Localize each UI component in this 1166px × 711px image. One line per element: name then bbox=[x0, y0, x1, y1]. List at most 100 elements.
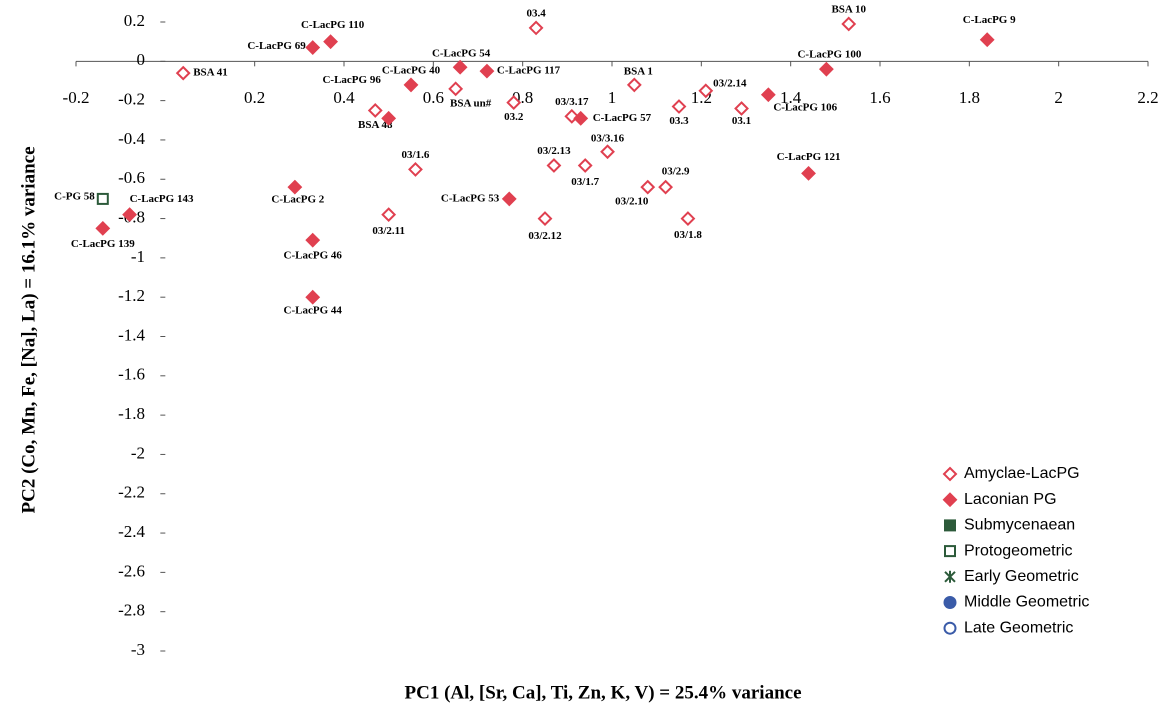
legend-symbol bbox=[942, 466, 958, 482]
point-label: 03/2.11 bbox=[372, 225, 405, 237]
legend-symbol bbox=[944, 519, 956, 532]
point-label: 03/1.6 bbox=[402, 149, 430, 161]
point bbox=[640, 179, 656, 195]
point bbox=[658, 179, 674, 195]
point-label: C-LacPG 57 bbox=[593, 112, 652, 124]
point bbox=[801, 165, 816, 181]
x-tick-label: 0.2 bbox=[244, 88, 265, 107]
point-label: C-LacPG 46 bbox=[284, 250, 343, 262]
point bbox=[537, 211, 553, 226]
y-tick-label: -1.8 bbox=[118, 404, 145, 423]
legend-symbol bbox=[943, 596, 957, 609]
point bbox=[96, 192, 109, 205]
y-tick-label: -2.8 bbox=[118, 601, 145, 620]
y-tick-label: -2 bbox=[131, 443, 145, 462]
x-tick-label: 1 bbox=[608, 88, 617, 107]
point-label: 03/2.10 bbox=[615, 196, 649, 208]
point bbox=[452, 59, 468, 75]
point-label: BSA 48 bbox=[358, 119, 393, 131]
legend-symbol bbox=[942, 492, 958, 508]
point-label: BSA 41 bbox=[193, 67, 228, 79]
y-tick-label: -1.4 bbox=[118, 325, 145, 344]
point bbox=[448, 81, 464, 97]
x-tick-label: 2 bbox=[1054, 88, 1063, 107]
point bbox=[479, 63, 495, 79]
point-label: 03.3 bbox=[669, 115, 689, 127]
legend-label: Amyclae-LacPG bbox=[964, 465, 1080, 482]
point bbox=[287, 179, 303, 195]
point-label: 03/2.13 bbox=[537, 145, 571, 157]
point bbox=[323, 34, 339, 50]
point-label: 03.4 bbox=[526, 7, 546, 19]
legend-label: Laconian PG bbox=[964, 491, 1057, 508]
point bbox=[403, 77, 419, 93]
y-tick-label: -1.2 bbox=[118, 286, 145, 305]
point-label: C-LacPG 9 bbox=[963, 14, 1016, 26]
point bbox=[841, 16, 857, 32]
legend-symbol bbox=[944, 570, 956, 583]
y-tick-label: -0.6 bbox=[118, 168, 145, 187]
y-tick-label: -0.2 bbox=[118, 90, 145, 109]
point-label: C-LacPG 117 bbox=[497, 65, 561, 77]
legend-label: Submycenaean bbox=[964, 517, 1075, 534]
y-tick-label: -2.4 bbox=[118, 522, 145, 541]
point bbox=[528, 20, 544, 36]
legend-label: Late Geometric bbox=[964, 619, 1073, 636]
point-label: BSA 1 bbox=[624, 65, 653, 77]
x-tick-label: -0.2 bbox=[63, 88, 90, 107]
point-label: BSA 10 bbox=[831, 3, 866, 15]
point bbox=[506, 95, 522, 111]
point bbox=[577, 158, 593, 173]
point-label: 03/2.14 bbox=[713, 77, 747, 89]
point bbox=[367, 103, 383, 118]
point bbox=[546, 158, 562, 173]
legend-symbol bbox=[944, 545, 956, 558]
point bbox=[175, 65, 191, 81]
point-label: C-LacPG 53 bbox=[441, 192, 500, 204]
legend-label: Early Geometric bbox=[964, 568, 1079, 585]
point-label: 03/1.8 bbox=[674, 229, 702, 241]
point-label: C-PG 58 bbox=[54, 190, 95, 202]
y-tick-label: -2.2 bbox=[118, 483, 145, 502]
point-label: C-LacPG 44 bbox=[284, 305, 343, 317]
point-label: C-LacPG 96 bbox=[322, 74, 381, 86]
y-tick-label: 0 bbox=[137, 50, 146, 69]
point bbox=[680, 211, 696, 226]
point bbox=[734, 101, 749, 116]
point-label: 03.1 bbox=[732, 115, 751, 127]
point-label: C-LacPG 2 bbox=[271, 194, 324, 206]
point-label: C-LacPG 69 bbox=[247, 40, 306, 52]
x-tick-label: 1.4 bbox=[780, 88, 802, 107]
point-label: C-LacPG 106 bbox=[773, 101, 837, 113]
point-label: C-LacPG 139 bbox=[71, 238, 135, 250]
point-label: C-LacPG 100 bbox=[797, 49, 861, 61]
y-tick-label: 0.2 bbox=[124, 11, 145, 30]
point-label: 03/3.17 bbox=[555, 96, 589, 108]
y-tick-label: -1.6 bbox=[118, 365, 145, 384]
point bbox=[381, 110, 397, 126]
point bbox=[626, 77, 642, 93]
y-tick-label: -1 bbox=[131, 247, 145, 266]
point bbox=[979, 32, 995, 48]
point-label: 03/2.12 bbox=[528, 230, 562, 242]
x-tick-label: 1.8 bbox=[959, 88, 980, 107]
point-label: C-LacPG 40 bbox=[382, 64, 441, 76]
point-label: 03/3.16 bbox=[591, 132, 625, 144]
point bbox=[573, 110, 589, 126]
legend-symbol bbox=[943, 621, 957, 635]
point-label: C-LacPG 54 bbox=[432, 48, 491, 60]
point bbox=[818, 61, 834, 77]
point bbox=[305, 232, 321, 248]
point bbox=[305, 289, 321, 305]
y-tick-label: -2.6 bbox=[118, 561, 145, 580]
point-label: C-LacPG 121 bbox=[777, 151, 841, 163]
point-label: 03/2.9 bbox=[662, 166, 690, 178]
point-label: 03/1.7 bbox=[571, 176, 599, 188]
x-tick-label: 2.2 bbox=[1137, 88, 1158, 107]
y-tick-label: -0.4 bbox=[118, 129, 145, 148]
point-label: C-LacPG 110 bbox=[301, 19, 365, 31]
point-label: 03.2 bbox=[504, 111, 524, 123]
point bbox=[408, 162, 423, 177]
x-tick-label: 0.4 bbox=[333, 88, 355, 107]
